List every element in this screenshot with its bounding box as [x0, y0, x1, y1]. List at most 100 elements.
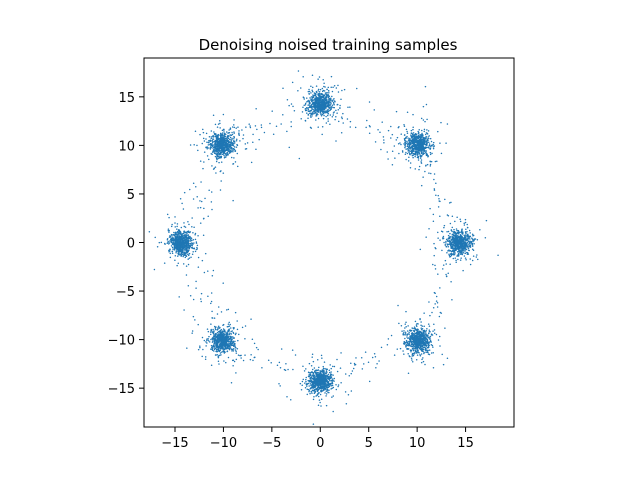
- scatter-point: [424, 170, 426, 173]
- scatter-point: [415, 348, 418, 350]
- scatter-point: [217, 338, 220, 341]
- scatter-point: [427, 137, 430, 140]
- scatter-point: [315, 105, 317, 107]
- scatter-point: [350, 372, 352, 375]
- scatter-point: [186, 347, 188, 349]
- scatter-point: [227, 356, 230, 359]
- scatter-point: [423, 140, 426, 143]
- scatter-point: [452, 241, 455, 243]
- scatter-point: [479, 229, 481, 231]
- scatter-point: [426, 142, 428, 144]
- scatter-point: [324, 392, 326, 394]
- scatter-point: [337, 108, 340, 111]
- scatter-point: [191, 242, 193, 244]
- scatter-point: [210, 292, 213, 294]
- scatter-point: [381, 121, 383, 123]
- scatter-point: [455, 239, 457, 241]
- scatter-point: [475, 256, 478, 258]
- scatter-point: [407, 325, 409, 327]
- scatter-point: [220, 344, 223, 346]
- scatter-point: [449, 255, 452, 258]
- scatter-point: [185, 251, 188, 253]
- scatter-point: [410, 357, 413, 360]
- scatter-point: [333, 111, 335, 113]
- scatter-point: [419, 345, 422, 348]
- scatter-point: [307, 104, 309, 106]
- scatter-point: [420, 327, 422, 329]
- scatter-point: [416, 352, 418, 354]
- scatter-point: [403, 125, 406, 127]
- scatter-point: [320, 398, 323, 401]
- scatter-point: [333, 380, 335, 382]
- scatter-point: [222, 335, 225, 337]
- scatter-point: [314, 99, 316, 101]
- scatter-point: [468, 241, 471, 243]
- scatter-point: [467, 235, 470, 237]
- scatter-point: [221, 340, 224, 343]
- scatter-point: [320, 95, 322, 98]
- scatter-point: [405, 321, 407, 323]
- scatter-point: [311, 381, 314, 384]
- scatter-point: [242, 359, 245, 362]
- scatter-point: [308, 390, 310, 393]
- scatter-point: [417, 147, 419, 149]
- scatter-point: [472, 240, 474, 243]
- scatter-point: [335, 140, 337, 142]
- scatter-point: [419, 136, 421, 138]
- scatter-point: [168, 216, 170, 219]
- scatter-point: [431, 311, 433, 314]
- scatter-point: [312, 360, 315, 363]
- scatter-point: [191, 332, 193, 334]
- scatter-point: [207, 270, 209, 272]
- scatter-point: [417, 338, 420, 340]
- scatter-point: [437, 339, 440, 341]
- scatter-point: [332, 106, 334, 109]
- scatter-point: [317, 78, 319, 80]
- scatter-point: [311, 89, 313, 91]
- scatter-point: [317, 359, 319, 361]
- scatter-point: [429, 339, 432, 341]
- scatter-point: [312, 398, 315, 401]
- scatter-point: [297, 70, 300, 72]
- scatter-point: [315, 97, 317, 99]
- scatter-point: [169, 240, 171, 242]
- scatter-point: [329, 123, 331, 125]
- scatter-point: [415, 336, 418, 338]
- scatter-point: [298, 157, 301, 160]
- scatter-point: [404, 146, 406, 149]
- scatter-point: [400, 325, 403, 327]
- scatter-point: [452, 257, 455, 260]
- scatter-point: [426, 163, 429, 166]
- scatter-point: [257, 348, 259, 351]
- scatter-point: [217, 325, 220, 328]
- scatter-point: [422, 337, 424, 340]
- scatter-point: [472, 255, 475, 257]
- chart-title: Denoising noised training samples: [199, 36, 458, 54]
- scatter-point: [220, 311, 223, 313]
- scatter-point: [419, 147, 421, 150]
- scatter-point: [356, 87, 358, 90]
- scatter-point: [321, 133, 323, 136]
- scatter-point: [442, 363, 445, 366]
- scatter-point: [422, 357, 424, 359]
- scatter-point: [213, 334, 215, 336]
- scatter-point: [215, 345, 218, 348]
- scatter-point: [415, 358, 418, 361]
- scatter-point: [371, 356, 374, 359]
- scatter-point: [218, 363, 220, 365]
- scatter-point: [321, 100, 323, 103]
- scatter-point: [433, 189, 436, 191]
- scatter-point: [456, 255, 458, 257]
- scatter-point: [225, 361, 227, 364]
- scatter-point: [396, 136, 399, 139]
- scatter-point: [466, 235, 469, 238]
- scatter-point: [324, 380, 327, 383]
- scatter-point: [325, 370, 328, 372]
- scatter-point: [413, 352, 415, 354]
- scatter-point: [466, 241, 469, 244]
- scatter-point: [310, 92, 312, 94]
- scatter-point: [429, 330, 431, 333]
- scatter-point: [326, 389, 328, 391]
- scatter-point: [425, 147, 427, 149]
- scatter-point: [320, 101, 322, 103]
